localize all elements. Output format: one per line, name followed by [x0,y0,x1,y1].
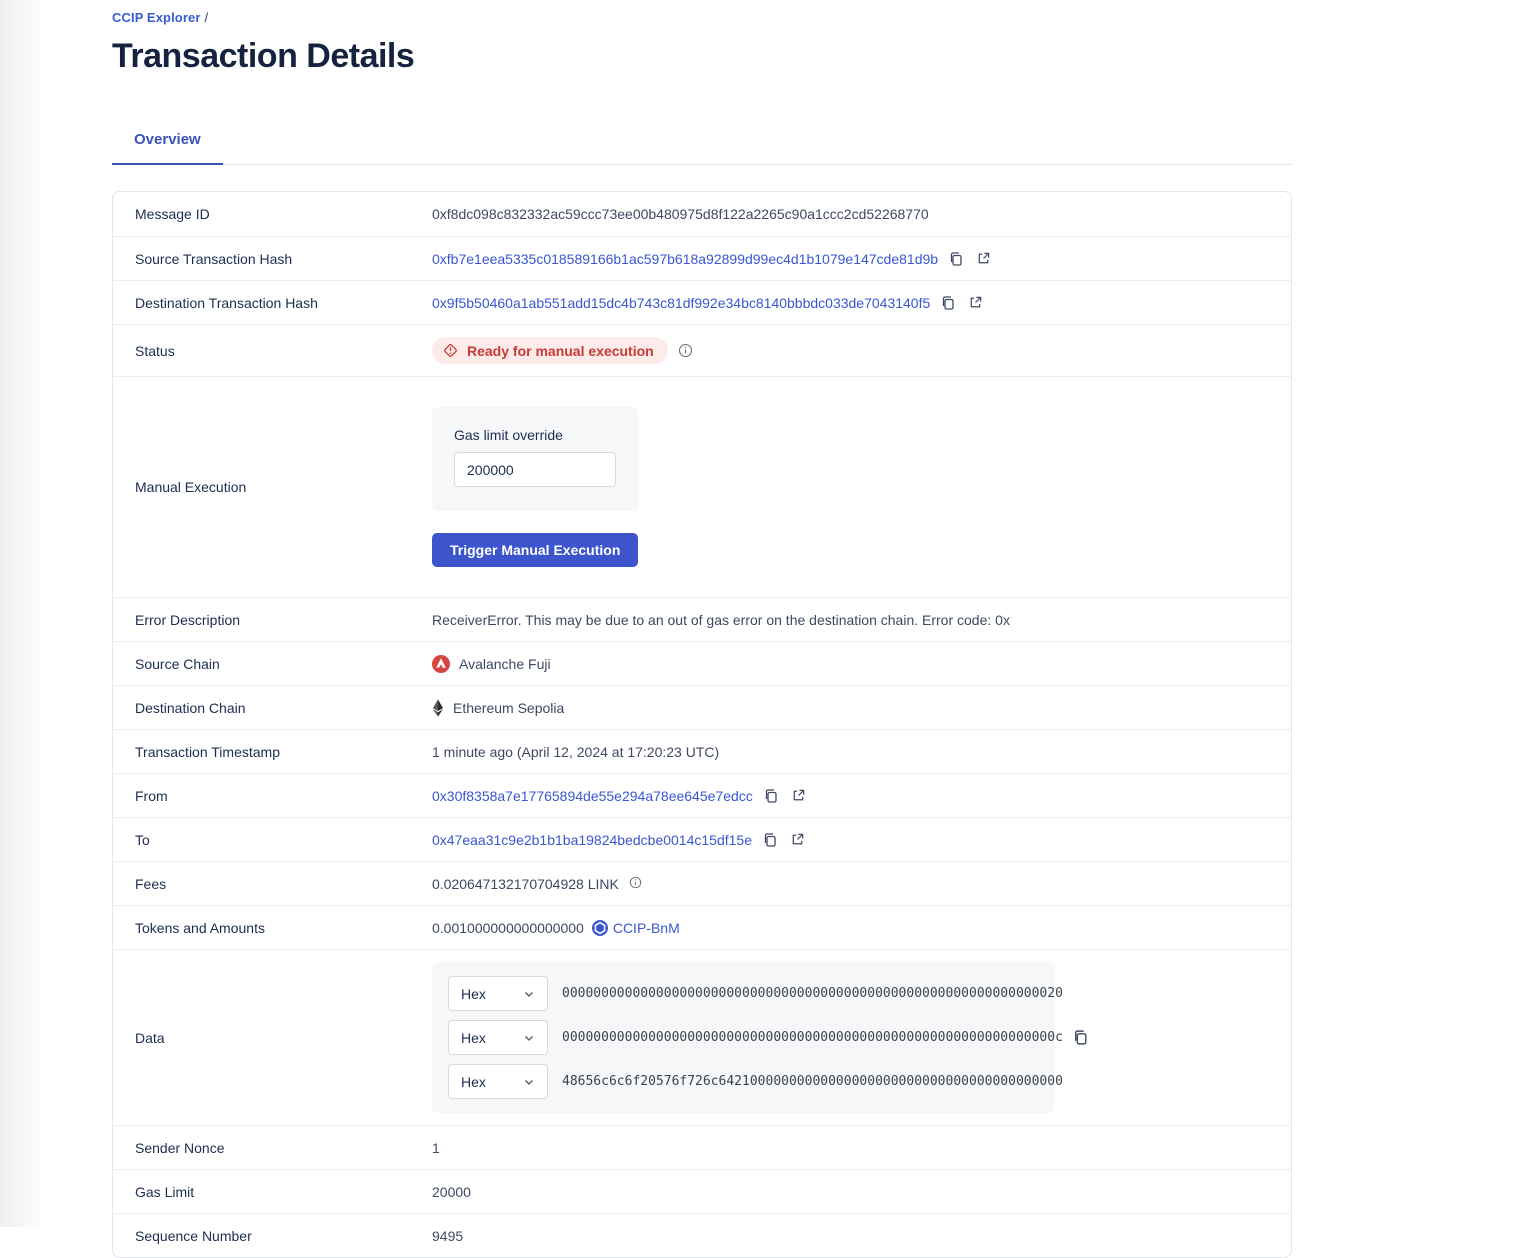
ccip-bnm-token-icon [591,919,608,936]
copy-icon[interactable] [938,295,958,311]
field-label: From [135,787,168,804]
table-row-status: Status Ready for manual execution [113,324,1291,376]
data-line: Hex 000000000000000000000000000000000000… [448,1020,1063,1055]
hex-data-text: 48656c6c6f20576f726c64210000000000000000… [562,1074,1063,1089]
breadcrumb: CCIP Explorer / [112,10,1292,25]
timestamp-value: 1 minute ago (April 12, 2024 at 17:20:23… [432,743,720,760]
breadcrumb-ccip-explorer[interactable]: CCIP Explorer [112,10,201,25]
sequence-number-value: 9495 [432,1227,464,1244]
external-link-icon[interactable] [966,295,985,310]
alert-diamond-icon [442,342,459,359]
table-row-timestamp: Transaction Timestamp 1 minute ago (Apri… [113,729,1291,773]
hex-data-text: 0000000000000000000000000000000000000000… [562,986,1063,1001]
status-badge-label: Ready for manual execution [467,342,654,359]
to-address-link[interactable]: 0x47eaa31c9e2b1b1ba19824bedcbe0014c15df1… [432,831,752,848]
dest-chain-name: Ethereum Sepolia [453,699,565,716]
hex-format-select[interactable]: Hex [448,976,548,1011]
token-link[interactable]: CCIP-BnM [591,919,680,936]
table-row-gas-limit: Gas Limit 20000 [113,1169,1291,1213]
hex-select-value: Hex [461,1073,486,1090]
hex-format-select[interactable]: Hex [448,1020,548,1055]
table-row-sender-nonce: Sender Nonce 1 [113,1125,1291,1169]
table-row-sequence-number: Sequence Number 9495 [113,1213,1291,1257]
avalanche-icon [432,654,450,673]
sender-nonce-value: 1 [432,1139,440,1156]
copy-icon[interactable] [760,832,780,848]
table-row-source-chain: Source Chain Avalanche Fuji [113,641,1291,685]
chevron-down-icon [523,1076,535,1088]
tab-bar: Overview [112,121,1292,165]
copy-icon[interactable] [761,788,781,804]
transaction-details-card: Message ID 0xf8dc098c832332ac59ccc73ee00… [112,191,1292,1258]
left-edge-shade [0,0,46,1227]
chevron-down-icon [523,988,535,1000]
hex-format-select[interactable]: Hex [448,1064,548,1099]
hex-select-value: Hex [461,985,486,1002]
field-label: Tokens and Amounts [135,919,265,936]
gas-limit-override-card: Gas limit override [432,407,638,511]
field-label: Source Chain [135,655,220,672]
fees-value: 0.020647132170704928 LINK [432,875,619,892]
info-icon[interactable] [627,876,644,889]
field-label: Fees [135,875,167,892]
field-label: Message ID [135,206,210,222]
field-label: Sequence Number [135,1227,252,1244]
gas-limit-override-label: Gas limit override [454,427,563,443]
field-label: Transaction Timestamp [135,743,280,760]
source-tx-hash-link[interactable]: 0xfb7e1eea5335c018589166b1ac597b618a9289… [432,250,939,267]
table-row-from: From 0x30f8358a7e17765894de55e294a78ee64… [113,773,1291,817]
table-row-fees: Fees 0.020647132170704928 LINK [113,861,1291,905]
table-row-error-description: Error Description ReceiverError. This ma… [113,597,1291,641]
hex-select-value: Hex [461,1029,486,1046]
external-link-icon[interactable] [789,788,808,803]
status-badge: Ready for manual execution [432,337,668,364]
error-description-value: ReceiverError. This may be due to an out… [432,611,1010,628]
trigger-manual-execution-button[interactable]: Trigger Manual Execution [432,533,639,567]
source-chain-name: Avalanche Fuji [459,655,551,672]
field-label: Status [135,342,175,359]
breadcrumb-separator: / [204,10,209,25]
info-icon[interactable] [676,343,695,358]
table-row-manual-execution: Manual Execution Gas limit override Trig… [113,376,1291,597]
gas-limit-override-input[interactable] [454,452,616,487]
copy-icon[interactable] [946,251,966,267]
tab-overview[interactable]: Overview [112,121,223,165]
data-line: Hex 48656c6c6f20576f726c6421000000000000… [448,1064,1063,1099]
field-label: Error Description [135,611,241,628]
main-content: CCIP Explorer / Transaction Details Overv… [112,10,1292,1258]
message-id-value: 0xf8dc098c832332ac59ccc73ee00b480975d8f1… [432,206,929,222]
field-label: Sender Nonce [135,1139,225,1156]
field-label: Data [135,1029,165,1046]
page-title: Transaction Details [112,37,415,75]
token-amount: 0.001000000000000000 [432,919,584,936]
field-label: Destination Transaction Hash [135,294,318,311]
hex-data-text: 0000000000000000000000000000000000000000… [562,1030,1063,1045]
table-row-source-tx-hash: Source Transaction Hash 0xfb7e1eea5335c0… [113,236,1291,280]
gas-limit-value: 20000 [432,1183,471,1200]
external-link-icon[interactable] [788,832,807,847]
table-row-to: To 0x47eaa31c9e2b1b1ba19824bedcbe0014c15… [113,817,1291,861]
copy-icon[interactable] [1070,1029,1091,1046]
ethereum-icon [432,699,444,717]
field-label: To [135,831,150,848]
field-label: Manual Execution [135,479,247,495]
manual-execution-panel: Gas limit override Trigger Manual Execut… [432,389,639,585]
table-row-dest-tx-hash: Destination Transaction Hash 0x9f5b50460… [113,280,1291,324]
data-hex-panel: Hex 000000000000000000000000000000000000… [432,962,1063,1113]
field-label: Source Transaction Hash [135,250,293,267]
data-line: Hex 000000000000000000000000000000000000… [448,976,1063,1011]
table-row-data: Data Hex 0000000000000000000000000000000… [113,949,1291,1125]
table-row-tokens-amounts: Tokens and Amounts 0.001000000000000000 … [113,905,1291,949]
field-label: Gas Limit [135,1183,195,1200]
external-link-icon[interactable] [974,251,993,266]
table-row-dest-chain: Destination Chain Ethereum Sepolia [113,685,1291,729]
from-address-link[interactable]: 0x30f8358a7e17765894de55e294a78ee645e7ed… [432,787,753,804]
table-row-message-id: Message ID 0xf8dc098c832332ac59ccc73ee00… [113,192,1291,236]
field-label: Destination Chain [135,699,246,716]
chevron-down-icon [523,1032,535,1044]
dest-tx-hash-link[interactable]: 0x9f5b50460a1ab551add15dc4b743c81df992e3… [432,294,931,311]
token-name: CCIP-BnM [612,919,680,936]
